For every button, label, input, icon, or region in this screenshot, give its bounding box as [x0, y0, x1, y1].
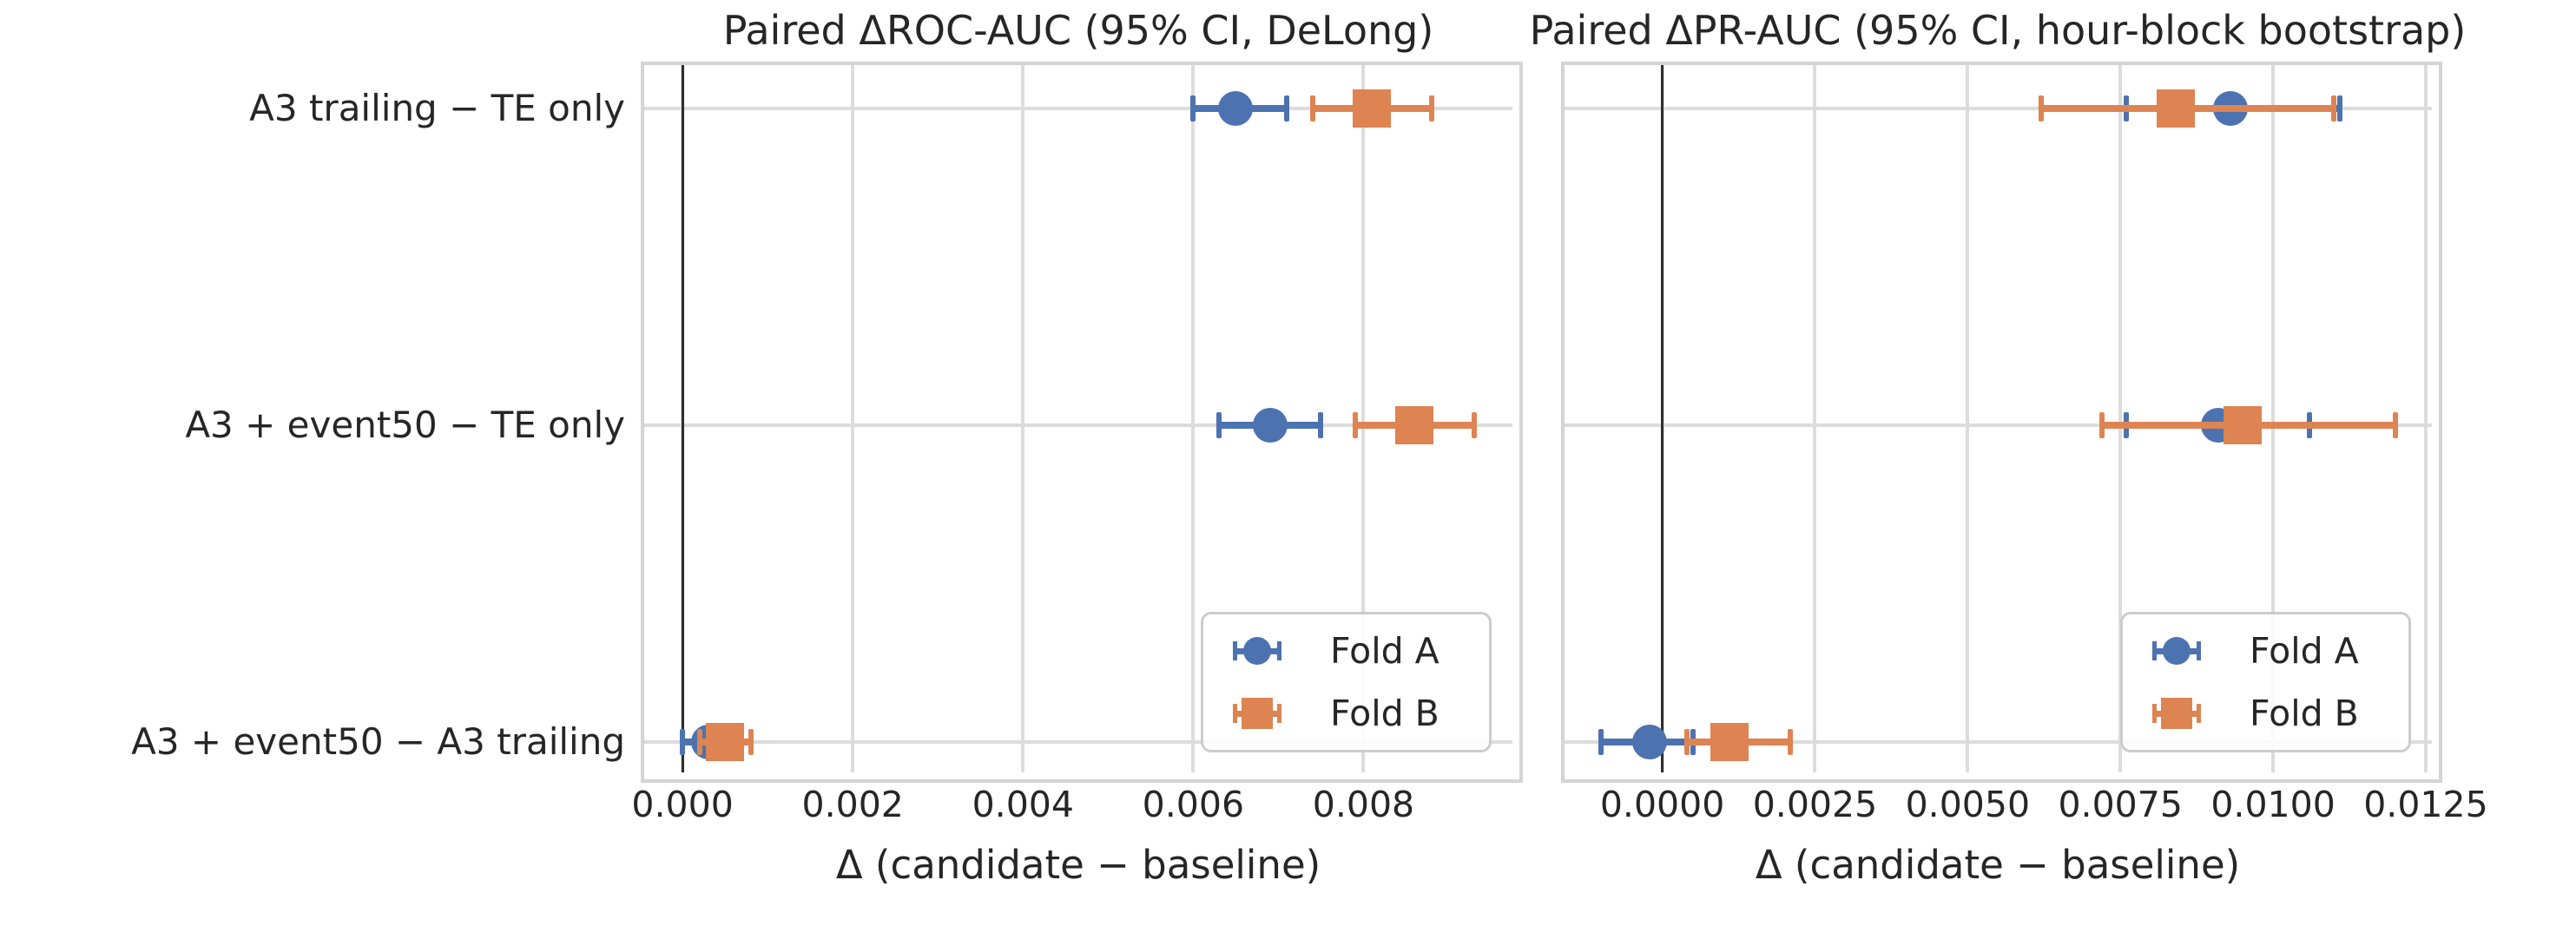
x-tick-label-1-5: 0.0125 — [2363, 784, 2488, 825]
errorbar-cap-0-1-1-0 — [1352, 411, 1358, 438]
x-gridline-1-2 — [1966, 65, 1970, 772]
legend-label: Fold B — [2250, 693, 2359, 734]
left-panel-title: Paired ΔROC-AUC (95% CI, DeLong) — [722, 7, 1434, 54]
x-gridline-1-3 — [2118, 65, 2123, 772]
legend-1: Fold A Fold B — [2120, 612, 2411, 752]
zero-reference-line-0 — [681, 65, 684, 772]
right-panel-xaxis-label: Δ (candidate − baseline) — [1755, 842, 2241, 888]
errorbar-cap-0-1-1-1 — [1471, 411, 1477, 438]
x-tick-label-0-3: 0.006 — [1142, 784, 1245, 825]
x-tick-label-0-4: 0.008 — [1312, 784, 1415, 825]
y-gridline-1-1 — [1565, 423, 2432, 427]
errorbar-cap-1-0-0-1 — [2337, 95, 2343, 121]
left-panel-xaxis-label: Δ (candidate − baseline) — [835, 842, 1321, 888]
square-marker-1-1-0 — [2156, 89, 2195, 128]
ylabel-a3-trailing-vs-te-only: A3 trailing − TE only — [249, 87, 625, 129]
errorbar-cap-0-0-2-0 — [680, 728, 686, 755]
circle-marker-1-0-2 — [1632, 724, 1668, 759]
legend-entry-fold-a: Fold A — [1233, 630, 1489, 672]
errorbar-cap-1-1-0-0 — [2038, 95, 2044, 121]
x-gridline-0-3 — [1191, 65, 1196, 772]
legend-label: Fold A — [2250, 630, 2359, 672]
ylabel-a3-event50-vs-a3-trailing: A3 + event50 − A3 trailing — [131, 720, 625, 763]
x-gridline-0-1 — [851, 65, 855, 772]
y-gridline-0-1 — [644, 423, 1512, 427]
x-tick-label-1-3: 0.0075 — [2058, 784, 2183, 825]
ylabel-a3-event50-vs-te-only: A3 + event50 − TE only — [185, 404, 625, 446]
circle-marker-0-0-0 — [1218, 90, 1254, 126]
y-gridline-0-0 — [644, 106, 1512, 110]
x-gridline-1-4 — [2271, 65, 2276, 772]
square-errorbar-legend-icon — [2152, 694, 2201, 732]
errorbar-cap-1-0-2-0 — [1598, 728, 1604, 755]
x-tick-label-1-2: 0.0050 — [1905, 784, 2031, 825]
circle-marker-0-0-1 — [1252, 407, 1288, 443]
circle-errorbar-legend-icon — [2152, 632, 2201, 670]
x-gridline-0-2 — [1021, 65, 1025, 772]
errorbar-cap-0-1-2-1 — [748, 728, 754, 755]
x-tick-label-1-4: 0.0100 — [2210, 784, 2336, 825]
square-marker-0-1-2 — [706, 722, 745, 761]
x-tick-label-0-0: 0.000 — [631, 784, 734, 825]
y-gridline-1-2 — [1565, 739, 2432, 744]
errorbar-cap-1-1-2-0 — [1683, 728, 1690, 755]
y-gridline-1-0 — [1565, 106, 2432, 110]
legend-0: Fold A Fold B — [1201, 612, 1492, 752]
x-tick-label-1-0: 0.0000 — [1599, 784, 1725, 825]
x-gridline-1-1 — [1813, 65, 1817, 772]
square-marker-0-1-1 — [1395, 405, 1434, 444]
x-tick-label-1-1: 0.0025 — [1752, 784, 1878, 825]
x-tick-label-0-1: 0.002 — [801, 784, 904, 825]
errorbar-cap-1-1-0-1 — [2331, 95, 2337, 121]
errorbar-cap-1-1-2-1 — [1788, 728, 1794, 755]
errorbar-cap-1-1-1-0 — [2099, 411, 2105, 438]
legend-label: Fold A — [1330, 630, 1440, 672]
errorbar-cap-0-1-0-1 — [1428, 95, 1434, 121]
errorbar-cap-0-0-1-0 — [1216, 411, 1222, 438]
errorbar-cap-0-0-1-1 — [1318, 411, 1324, 438]
axes-panel-1 — [1561, 62, 2442, 783]
errorbar-cap-0-0-0-1 — [1284, 95, 1290, 121]
axes-panel-0 — [641, 62, 1523, 783]
square-marker-0-1-0 — [1353, 89, 1392, 128]
legend-label: Fold B — [1330, 693, 1440, 734]
legend-entry-fold-a: Fold A — [2152, 630, 2408, 672]
errorbar-cap-0-0-0-0 — [1190, 95, 1196, 121]
x-gridline-0-4 — [1361, 65, 1366, 772]
zero-reference-line-1 — [1661, 65, 1664, 772]
right-panel-title: Paired ΔPR-AUC (95% CI, hour-block boots… — [1529, 7, 2467, 54]
square-marker-1-1-2 — [1710, 722, 1749, 761]
circle-errorbar-legend-icon — [1233, 632, 1281, 670]
square-errorbar-legend-icon — [1233, 694, 1281, 732]
legend-entry-fold-b: Fold B — [2152, 693, 2408, 734]
square-marker-1-1-1 — [2223, 405, 2262, 444]
errorbar-cap-0-1-2-0 — [696, 728, 702, 755]
errorbar-cap-1-1-1-1 — [2392, 411, 2398, 438]
legend-entry-fold-b: Fold B — [1233, 693, 1489, 734]
x-tick-label-0-2: 0.004 — [972, 784, 1074, 825]
errorbar-cap-0-1-0-0 — [1309, 95, 1315, 121]
y-gridline-0-2 — [644, 739, 1512, 744]
x-gridline-1-5 — [2423, 65, 2428, 772]
